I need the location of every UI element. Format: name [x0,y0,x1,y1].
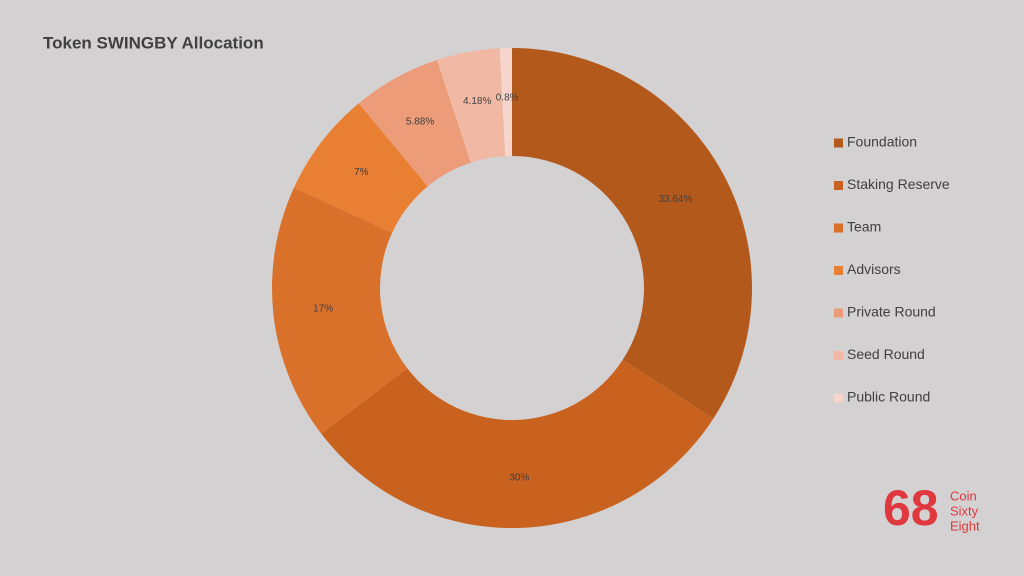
donut-slice [272,187,408,434]
data-label: 0.8% [496,93,519,104]
logo-text: Sixty [950,503,979,518]
logo-text: Coin [950,488,977,503]
data-label: 33.64% [658,194,692,205]
donut-slice [512,48,753,419]
donut-slice [358,60,471,187]
donut-slice [321,359,714,529]
legend-swatch [834,266,843,275]
data-label: 30% [509,472,529,483]
legend-swatch [834,351,843,360]
legend-label: Team [847,219,881,235]
data-label: 17% [313,304,333,315]
logo-text: Eight [950,518,980,533]
legend-swatch [834,138,843,148]
donut-slice [499,48,512,157]
chart-title: Token SWINGBY Allocation [43,33,264,52]
data-label: 5.88% [406,116,434,127]
legend-label: Foundation [847,134,917,150]
data-label: 4.18% [463,96,491,107]
legend-label: Public Round [847,389,930,405]
legend-swatch [834,181,843,190]
donut-slice [294,103,428,233]
legend-label: Private Round [847,304,936,320]
logo: 68 Coin Sixty Eight [883,480,980,536]
legend-label: Seed Round [847,346,925,362]
data-label: 7% [354,167,369,178]
legend-label: Staking Reserve [847,176,950,192]
legend-swatch [834,308,843,318]
legend-label: Advisors [847,261,901,277]
legend-swatch [834,393,843,403]
donut-slice [437,48,506,163]
legend-swatch [834,223,843,233]
logo-mark: 68 [883,480,939,536]
